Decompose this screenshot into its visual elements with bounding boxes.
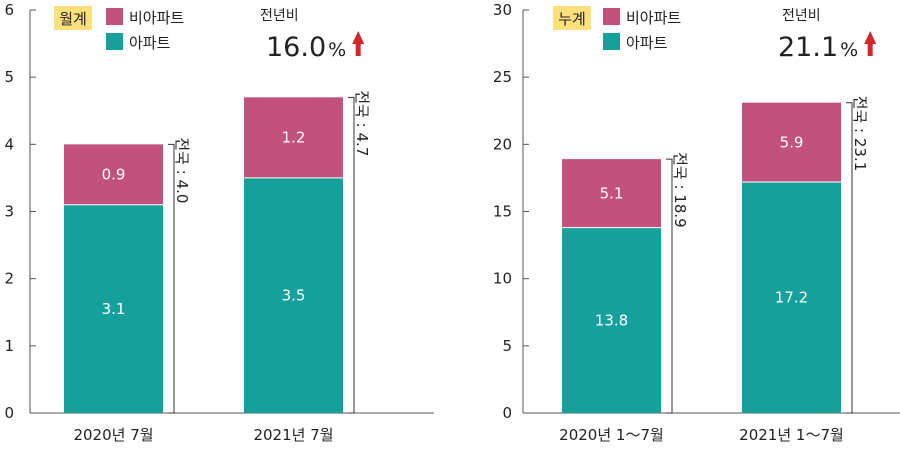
y-tick-label: 5 [502, 337, 512, 355]
bar-apartment [742, 181, 841, 413]
bar-non-apartment [244, 97, 343, 178]
yoy-value: 21.1 [778, 32, 838, 63]
period-badge [553, 6, 591, 30]
total-label: 전국 : 4.0 [173, 137, 191, 203]
chart-panel-1: 0 1 2 3 4 5 6 3.1 0.9 2020년 7월 전국 : 4.0 3.5 1.2 2021년… [4, 1, 434, 444]
legend-swatch-non-apartment [106, 8, 123, 25]
y-tick-label: 0 [502, 404, 512, 422]
total-label: 전국 : 4.7 [353, 90, 371, 156]
bar-apartment [562, 227, 661, 413]
total-bracket [168, 143, 175, 414]
y-tick-label: 2 [4, 270, 14, 288]
increase-arrow-icon [864, 31, 877, 56]
total-label: 전국 : 23.1 [851, 96, 869, 172]
x-category-label: 2020년 1～7월 [559, 426, 664, 444]
y-tick-label: 0 [4, 404, 14, 422]
y-tick-label: 3 [4, 203, 14, 221]
legend-swatch-apartment [603, 33, 620, 50]
data-label-apartment: 3.5 [282, 286, 306, 304]
data-label-non-apartment: 1.2 [282, 129, 306, 147]
y-tick-label: 15 [493, 203, 512, 221]
bar-apartment [64, 204, 163, 413]
period-badge-label: 월계 [59, 10, 87, 28]
total-bracket [846, 102, 853, 414]
legend-label-non-apartment: 비아파트 [626, 9, 681, 27]
legend-label-apartment: 아파트 [626, 34, 668, 52]
x-category-label: 2021년 7월 [253, 426, 333, 444]
chart-panel-2: 0 5 10 15 20 25 30 13.8 5.1 2020년 1～7월 전국 : 18.9 17… [493, 1, 900, 444]
yoy-unit: % [328, 39, 346, 61]
y-tick-label: 5 [4, 68, 14, 86]
y-tick-label: 25 [493, 68, 512, 86]
total-bracket [348, 96, 355, 414]
legend-label-apartment: 아파트 [129, 34, 171, 52]
data-label-non-apartment: 5.9 [780, 133, 804, 151]
legend-swatch-non-apartment [603, 8, 620, 25]
data-label-non-apartment: 0.9 [102, 166, 126, 184]
data-label-apartment: 17.2 [775, 288, 808, 306]
bar-non-apartment [562, 159, 661, 228]
bar-non-apartment [64, 144, 163, 205]
bar-non-apartment [742, 102, 841, 182]
yoy-label: 전년비 [260, 8, 299, 24]
bar-apartment [244, 177, 343, 413]
increase-arrow-icon [352, 31, 365, 56]
x-category-label: 2020년 7월 [73, 426, 153, 444]
x-category-label: 2021년 1～7월 [739, 426, 844, 444]
y-tick-label: 10 [493, 270, 512, 288]
y-tick-label: 20 [493, 135, 512, 153]
data-label-apartment: 13.8 [595, 311, 628, 329]
period-badge-label: 누계 [558, 10, 586, 28]
total-label: 전국 : 18.9 [671, 152, 689, 228]
period-badge [54, 6, 92, 30]
legend-label-non-apartment: 비아파트 [129, 9, 184, 27]
yoy-unit: % [840, 39, 858, 61]
yoy-label: 전년비 [782, 8, 821, 24]
y-tick-label: 1 [4, 337, 14, 355]
y-tick-label: 6 [4, 1, 14, 19]
y-tick-label: 30 [493, 1, 512, 19]
yoy-value: 16.0 [266, 32, 326, 63]
legend-swatch-apartment [106, 33, 123, 50]
data-label-non-apartment: 5.1 [600, 184, 624, 202]
y-tick-label: 4 [4, 135, 14, 153]
data-label-apartment: 3.1 [102, 300, 126, 318]
total-bracket [666, 158, 673, 414]
